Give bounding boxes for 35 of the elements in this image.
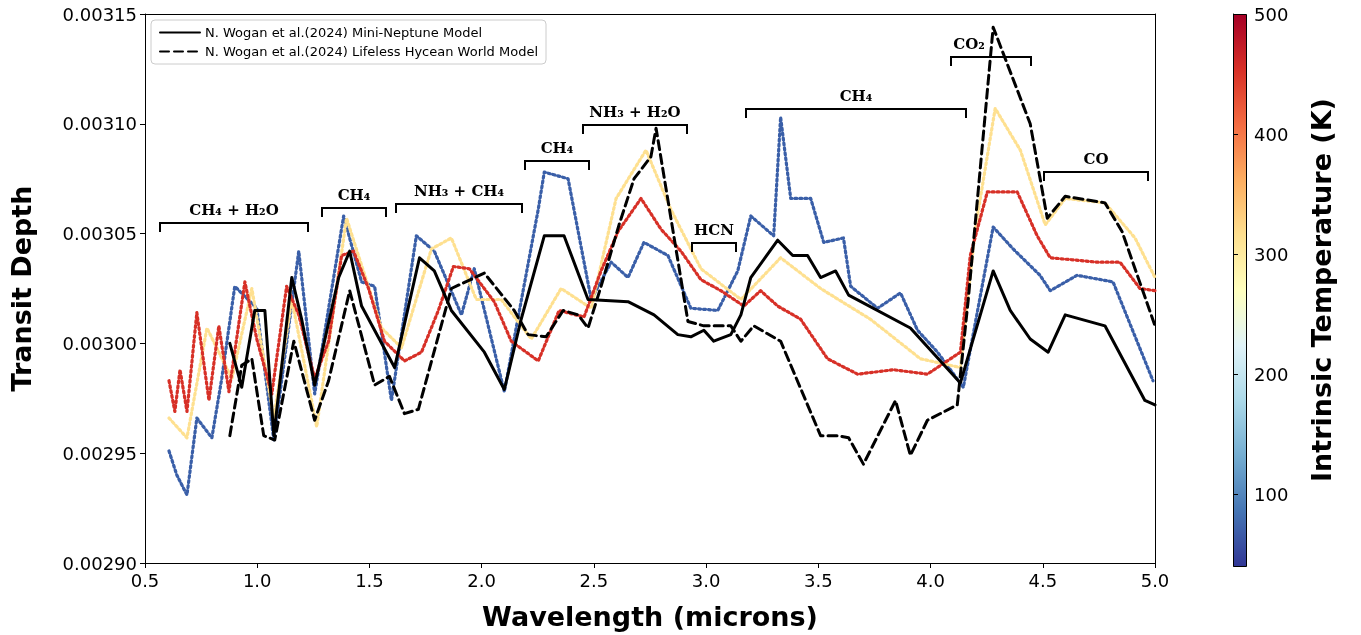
color-bar-title: Intrinsic Temperature (K) xyxy=(1306,98,1337,482)
annotation: CH₄ + H₂O xyxy=(189,201,279,219)
x-tick-label: 5.0 xyxy=(1140,569,1170,591)
color-bar-label: 400 xyxy=(1254,123,1289,145)
x-tick-label: 2.5 xyxy=(579,569,609,591)
line-series xyxy=(167,115,1155,497)
annotation: HCN xyxy=(694,221,735,239)
y-tick-label: 0.00310 xyxy=(62,113,137,135)
y-tick-label: 0.00300 xyxy=(62,332,137,354)
x-tick-label: 1.0 xyxy=(242,569,272,591)
annotation: CO₂ xyxy=(953,35,985,53)
y-axis-title: Transit Depth xyxy=(6,185,37,392)
x-tick-label: 3.5 xyxy=(804,569,833,591)
x-tick-label: 1.5 xyxy=(355,569,384,591)
color-bar-label: 100 xyxy=(1254,483,1289,505)
x-tick-label: 2.0 xyxy=(467,569,496,591)
color-bar-label: 200 xyxy=(1254,363,1289,385)
color-bar-label: 500 xyxy=(1254,3,1289,25)
y-tick-label: 0.00295 xyxy=(62,442,137,464)
annotation: CH₄ xyxy=(540,139,574,157)
x-axis-title: Wavelength (microns) xyxy=(482,601,818,632)
annotation: CH₄ xyxy=(337,186,371,204)
y-tick-label: 0.00315 xyxy=(62,3,137,25)
line-series xyxy=(167,106,1157,440)
annotation: NH₃ + CH₄ xyxy=(413,182,505,200)
color-bar-label: 300 xyxy=(1254,243,1289,265)
y-tick-label: 0.00305 xyxy=(62,223,137,245)
legend-label: N. Wogan et al.(2024) Lifeless Hycean World Model xyxy=(205,44,539,59)
x-tick-label: 4.0 xyxy=(916,569,945,591)
annotation: NH₃ + H₂O xyxy=(589,103,681,121)
x-tick-label: 4.5 xyxy=(1028,569,1058,591)
annotation: CO xyxy=(1083,150,1109,168)
x-tick-label: 3.0 xyxy=(691,569,721,591)
annotation: CH₄ xyxy=(839,87,873,105)
legend-label: N. Wogan et al.(2024) Mini-Neptune Model xyxy=(205,25,483,40)
